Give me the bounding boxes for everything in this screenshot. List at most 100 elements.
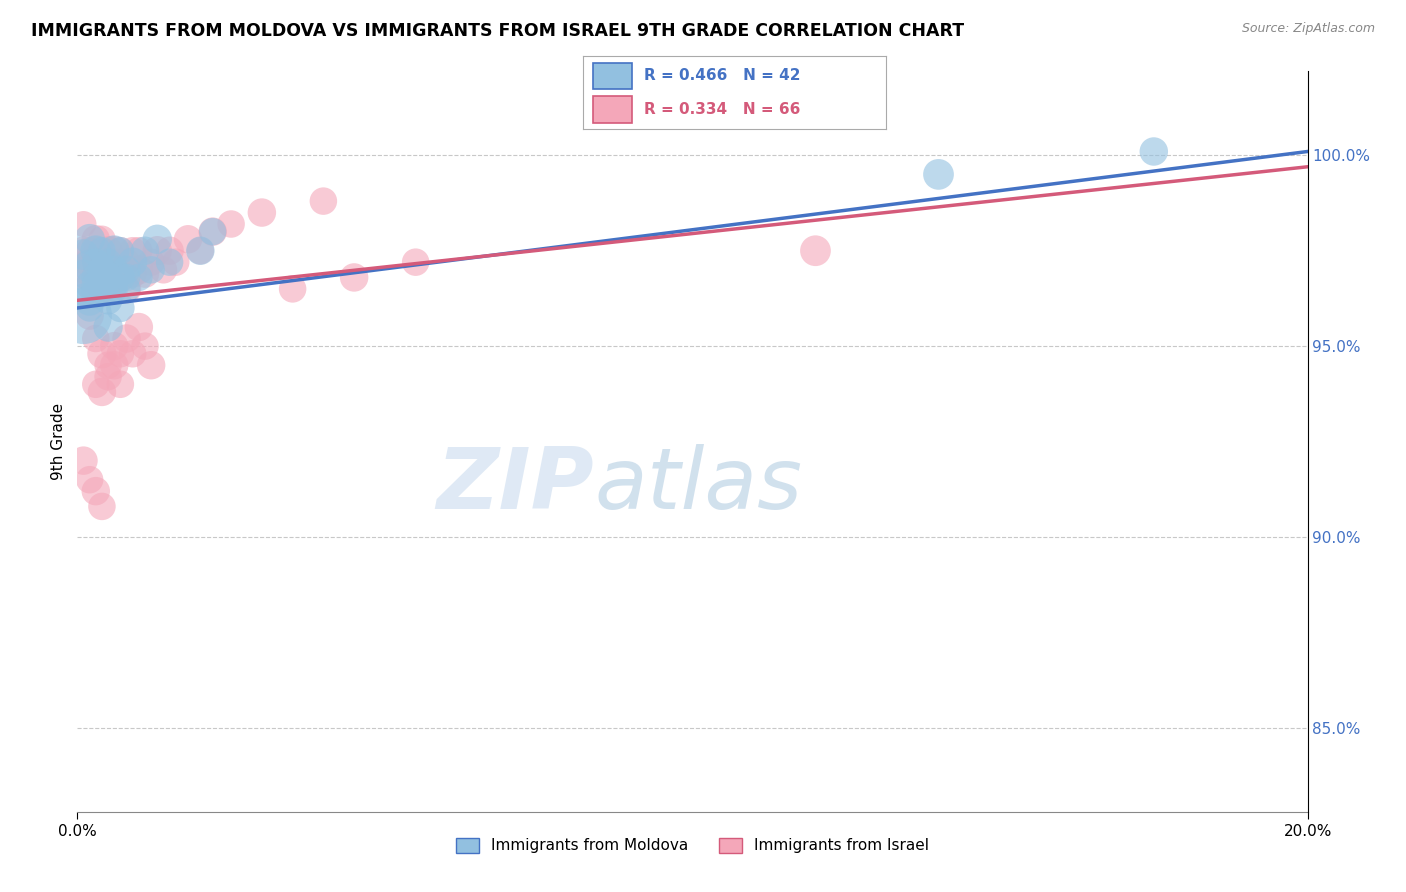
Point xyxy=(134,339,156,353)
Point xyxy=(79,293,101,308)
Point xyxy=(103,244,125,258)
Point xyxy=(84,232,107,246)
Point xyxy=(72,244,94,258)
Point xyxy=(110,377,132,392)
Point xyxy=(90,232,114,246)
Point xyxy=(110,270,132,285)
Point xyxy=(84,255,107,269)
Point xyxy=(84,285,107,300)
Point xyxy=(165,255,187,269)
Point xyxy=(281,282,304,296)
Point xyxy=(72,309,94,323)
Point xyxy=(79,270,101,285)
Point xyxy=(84,255,107,269)
Point xyxy=(1143,145,1166,159)
Point xyxy=(103,358,125,372)
Point xyxy=(128,270,150,285)
Point xyxy=(90,384,114,399)
Point xyxy=(103,282,125,296)
Point xyxy=(84,377,107,392)
Point xyxy=(97,244,120,258)
Point xyxy=(146,232,169,246)
Point xyxy=(128,262,150,277)
Point xyxy=(177,232,200,246)
Point xyxy=(928,168,950,182)
Point xyxy=(141,255,163,269)
Point xyxy=(90,262,114,277)
Point xyxy=(152,262,174,277)
Point xyxy=(219,217,242,231)
Point xyxy=(97,267,120,281)
Point xyxy=(97,270,120,285)
Point xyxy=(90,347,114,361)
Point xyxy=(115,270,138,285)
Point xyxy=(103,270,125,285)
Point xyxy=(103,255,125,269)
Point xyxy=(159,255,181,269)
Point xyxy=(79,473,101,487)
Point xyxy=(141,262,163,277)
Point xyxy=(72,453,94,467)
Point xyxy=(121,347,143,361)
Point xyxy=(115,282,138,296)
Point xyxy=(110,270,132,285)
Text: atlas: atlas xyxy=(595,444,801,527)
Point xyxy=(188,244,212,258)
Point xyxy=(115,255,138,269)
Point xyxy=(201,225,224,239)
Point xyxy=(110,301,132,315)
Text: ZIP: ZIP xyxy=(436,444,595,527)
Point xyxy=(97,255,120,269)
Point xyxy=(79,255,101,269)
Point xyxy=(115,262,138,277)
Point xyxy=(103,244,125,258)
Point xyxy=(134,244,156,258)
Point xyxy=(804,244,827,258)
Point xyxy=(84,244,107,258)
Point xyxy=(72,289,94,303)
Point xyxy=(84,331,107,345)
Point xyxy=(97,282,120,296)
Point xyxy=(312,194,335,208)
Point xyxy=(115,282,138,296)
Point xyxy=(84,244,107,258)
Point xyxy=(250,205,273,219)
Point xyxy=(343,270,366,285)
Point xyxy=(103,262,125,277)
Point xyxy=(159,244,181,258)
Point xyxy=(84,270,107,285)
Point xyxy=(79,244,101,258)
Point xyxy=(146,244,169,258)
Point xyxy=(121,267,143,281)
Point xyxy=(110,262,132,277)
Text: R = 0.466   N = 42: R = 0.466 N = 42 xyxy=(644,68,800,83)
Point xyxy=(90,262,114,277)
Point xyxy=(90,244,114,258)
Point xyxy=(79,309,101,323)
Point xyxy=(121,255,143,269)
Point xyxy=(79,278,101,293)
Point xyxy=(79,232,101,246)
Point xyxy=(90,262,114,277)
Point xyxy=(79,301,101,315)
Point xyxy=(97,293,120,308)
Point xyxy=(405,255,427,269)
Text: Source: ZipAtlas.com: Source: ZipAtlas.com xyxy=(1241,22,1375,36)
Point xyxy=(72,217,94,231)
Point xyxy=(90,282,114,296)
Point xyxy=(97,320,120,334)
Point xyxy=(79,278,101,293)
Point xyxy=(84,278,107,293)
Point xyxy=(141,358,163,372)
Point xyxy=(103,278,125,293)
Point xyxy=(97,255,120,269)
Point xyxy=(97,369,120,384)
Text: R = 0.334   N = 66: R = 0.334 N = 66 xyxy=(644,102,800,117)
Point xyxy=(103,339,125,353)
Point xyxy=(110,244,132,258)
Y-axis label: 9th Grade: 9th Grade xyxy=(51,403,66,480)
Point xyxy=(128,320,150,334)
Point xyxy=(115,331,138,345)
Bar xyxy=(592,62,631,89)
Point xyxy=(72,247,94,261)
